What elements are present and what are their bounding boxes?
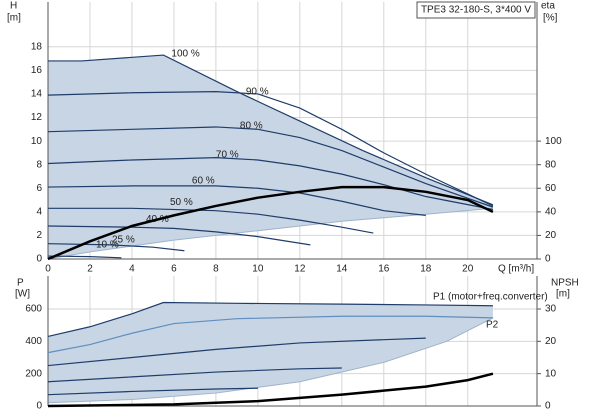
- curve-label: 100 %: [171, 49, 199, 60]
- operating-range: [48, 302, 493, 403]
- y2-tick-label: 80: [545, 159, 557, 170]
- x-tick-label: 16: [378, 264, 390, 275]
- curve: [47, 157, 494, 211]
- curve-label: 80 %: [240, 121, 263, 132]
- curve: [47, 367, 342, 383]
- x-tick-label: 10: [252, 264, 264, 275]
- curve-label: 90 %: [246, 87, 269, 98]
- y-label: H: [10, 1, 17, 12]
- y-tick-label: 16: [31, 65, 43, 76]
- curve-label: 60 %: [192, 176, 215, 187]
- curve: [47, 372, 494, 408]
- y2-tick-label: 10: [545, 368, 557, 379]
- y2-tick-label: 0: [545, 254, 551, 265]
- curve: [47, 337, 426, 367]
- y2-tick-label: 40: [545, 206, 557, 217]
- x-tick-label: 4: [129, 264, 135, 275]
- curve-label: 70 %: [216, 149, 239, 160]
- x-tick-label: 0: [45, 264, 51, 275]
- title-box: [416, 1, 536, 19]
- y-tick-label: 8: [36, 159, 42, 170]
- y-tick-label: 18: [31, 41, 43, 52]
- y-tick-label: 6: [36, 183, 42, 194]
- curve: [47, 185, 426, 216]
- y-tick-label: 200: [25, 368, 42, 379]
- y-tick-label: 0: [36, 254, 42, 265]
- y2-tick-label: 100: [545, 136, 562, 147]
- operating-range: [48, 55, 493, 259]
- y-unit: [W]: [15, 289, 30, 300]
- curve-label: P2: [486, 320, 499, 331]
- y-tick-label: 400: [25, 336, 42, 347]
- y2-unit: [m]: [556, 289, 570, 300]
- y-tick-label: 2: [36, 230, 42, 241]
- x-tick-label: 20: [462, 264, 474, 275]
- range-lower-edge: [47, 207, 493, 260]
- x-tick-label: 18: [420, 264, 432, 275]
- x-tick-label: 6: [171, 264, 177, 275]
- y-tick-label: 10: [31, 136, 43, 147]
- y2-tick-label: 30: [545, 304, 557, 315]
- curve: [48, 54, 494, 206]
- chart-title: TPE3 32-180-S, 3*400 V: [421, 5, 531, 16]
- curve: [47, 126, 494, 208]
- curve: [47, 243, 185, 252]
- x-tick-label: 12: [294, 264, 306, 275]
- curve-label: P1 (motor+freq.converter): [433, 292, 548, 303]
- y2-tick-label: 20: [545, 230, 557, 241]
- x-label: Q [m³/h]: [498, 264, 534, 275]
- curve-label: 50 %: [170, 197, 193, 208]
- y2-label: eta: [541, 1, 555, 12]
- curve: [47, 255, 122, 259]
- range-lower-edge: [47, 317, 494, 404]
- y-tick-label: 14: [31, 89, 43, 100]
- y-tick-label: 4: [36, 206, 42, 217]
- x-tick-label: 2: [87, 264, 93, 275]
- x-tick-label: 14: [336, 264, 348, 275]
- curve-label: 25 %: [112, 234, 135, 245]
- curve: [47, 225, 311, 246]
- y2-unit: [%]: [543, 13, 558, 24]
- curve-label: 10 %: [96, 239, 119, 250]
- curve: [47, 301, 493, 338]
- curve: [47, 90, 494, 207]
- y-tick-label: 12: [31, 112, 43, 123]
- curve: [47, 387, 258, 396]
- curve: [47, 315, 493, 354]
- y2-label: NPSH: [551, 278, 579, 289]
- curve: [48, 207, 374, 234]
- curve: [47, 185, 494, 261]
- y2-tick-label: 20: [545, 336, 557, 347]
- y-tick-label: 600: [25, 304, 42, 315]
- y-unit: [m]: [7, 13, 21, 24]
- y2-tick-label: 0: [545, 401, 551, 412]
- x-tick-label: 8: [213, 264, 219, 275]
- y2-tick-label: 60: [545, 183, 557, 194]
- y-label: P: [17, 278, 24, 289]
- y-tick-label: 0: [36, 401, 42, 412]
